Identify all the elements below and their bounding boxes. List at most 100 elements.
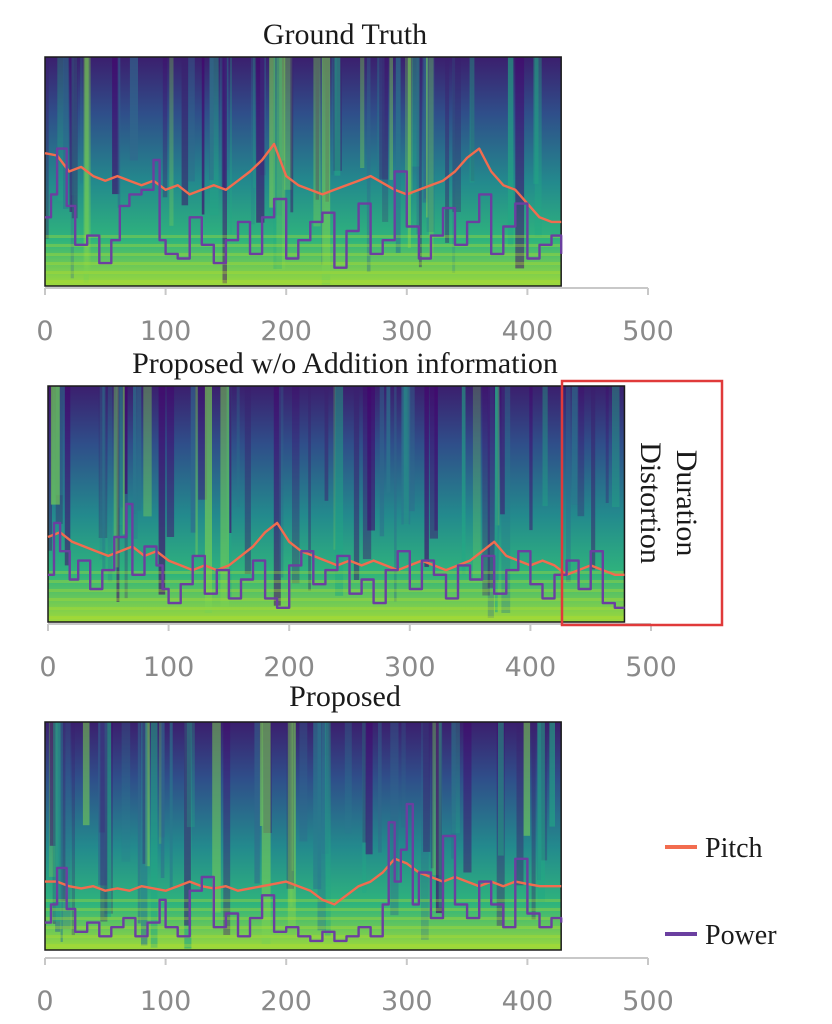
spectrogram-texture [452,57,461,212]
spectrogram-texture [269,57,276,208]
spectrogram-harmonic [45,917,562,920]
spectrogram-texture [367,386,375,531]
spectrogram-texture [362,386,372,560]
spectrogram-image [45,722,562,950]
spectrogram-texture [386,386,391,493]
spectrogram-texture [112,57,120,195]
spectrogram-texture [209,57,219,216]
spectrogram-texture [333,386,336,550]
spectrogram-harmonic [45,280,562,283]
x-tick-label: 300 [381,316,433,347]
x-tick-label: 0 [36,986,53,1017]
spectrogram-texture [317,722,326,931]
spectrogram-texture [515,57,525,269]
spectrogram-texture [273,386,281,606]
spectrogram-texture [195,386,198,557]
spectrogram-texture [290,57,294,213]
spectrogram-texture [236,386,240,507]
spectrogram-harmonic [45,253,562,256]
plot-frame [47,385,626,623]
spectrogram-texture [104,722,112,917]
spectrogram-texture [169,57,174,226]
x-tick-label: 100 [140,316,192,347]
spectrogram-texture [426,57,429,218]
spectrogram-plot [44,56,563,287]
spectrogram-texture [324,722,331,937]
spectrogram-texture [190,386,196,533]
spectrogram-texture [279,57,285,161]
spectrogram-texture [71,57,78,219]
spectrogram-harmonic [45,908,562,911]
spectrogram-texture [122,386,125,535]
panel-proposed-wo-addition: Proposed w/o Addition information 0 100 20… [39,347,724,683]
spectrogram-texture [230,57,232,234]
spectrogram-texture [64,386,71,566]
spectrogram-texture [534,57,542,237]
spectrogram-plot [47,385,626,623]
spectrogram-texture [80,57,83,184]
spectrogram-texture [204,386,212,613]
spectrogram-texture [421,722,429,940]
x-tick-label: 0 [36,316,53,347]
spectrogram-harmonic [45,262,562,265]
spectrogram-texture [389,57,393,180]
spectrogram-texture [166,386,175,537]
spectrogram-texture [56,386,65,496]
spectrogram-texture [405,57,413,195]
spectrogram-texture [274,57,282,216]
spectrogram-texture [292,386,300,584]
spectrogram-texture [315,57,319,200]
spectrogram-texture [143,386,152,517]
spectrogram-texture [472,386,481,582]
spectrogram-texture [487,386,495,588]
spectrogram-texture [390,722,399,916]
spectrogram-texture [452,57,456,273]
spectrogram-texture [500,386,505,515]
x-tick-label: 100 [140,986,192,1017]
spectrogram-texture [362,722,367,893]
spectrogram-texture [124,386,128,599]
spectrogram-texture [129,57,138,161]
spectrogram-texture [145,722,150,867]
spectrogram-texture [98,386,108,538]
spectrogram-texture [62,722,71,930]
spectrogram-texture [70,57,74,279]
spectrogram-texture [158,386,166,595]
spectrogram-texture [566,386,571,582]
spectrogram-texture [162,57,168,198]
spectrogram-texture [226,386,232,599]
series-line-power [45,147,563,269]
x-tick-label: 200 [263,652,315,683]
spectrogram-texture [223,722,231,935]
spectrogram-texture [158,722,162,844]
spectrogram-texture [324,386,329,501]
spectrogram-texture [150,722,158,948]
spectrogram-texture [395,57,401,253]
spectrogram-texture [426,57,435,232]
spectrogram-texture [63,57,69,209]
spectrogram-texture [523,722,531,836]
spectrogram-texture [107,386,113,582]
spectrogram-texture [137,722,141,924]
spectrogram-texture [365,722,373,855]
spectrogram-texture [418,57,422,268]
x-tick-label: 100 [143,652,195,683]
spectrogram-texture [321,722,329,854]
spectrogram-texture [445,57,450,243]
spectrogram-texture [116,386,120,602]
spectrogram-texture [49,722,56,846]
spectrogram-texture [321,57,331,285]
spectrogram-texture [360,57,365,168]
spectrogram-texture [278,386,284,578]
spectrogram-texture [344,722,352,834]
spectrogram-texture [542,386,548,507]
spectrogram-texture [169,722,173,889]
spectrogram-harmonic [45,944,562,947]
spectrogram-harmonic [45,271,562,274]
spectrogram-texture [469,57,475,183]
spectrogram-texture [198,386,208,500]
x-tick-label: 500 [622,986,674,1017]
plot-frame [44,721,562,951]
spectrogram-image [45,57,562,286]
